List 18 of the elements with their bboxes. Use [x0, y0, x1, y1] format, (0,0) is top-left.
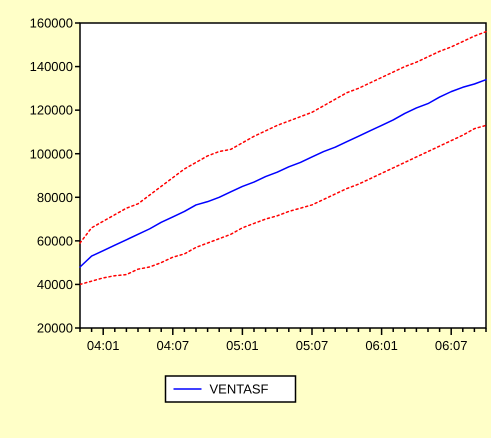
line-series	[79, 30, 487, 244]
x-tick-label: 04:01	[86, 338, 120, 353]
y-tick-label: 120000	[30, 102, 73, 118]
x-tick-label: 05:07	[296, 338, 328, 353]
line-series	[79, 124, 487, 286]
x-tick-label: 06:01	[365, 338, 398, 353]
legend-label: VENTASF	[210, 382, 269, 397]
y-tick-label: 100000	[30, 146, 73, 162]
line-series	[79, 78, 487, 268]
y-tick-label: 40000	[36, 276, 73, 292]
x-tick-label: 06:07	[434, 338, 468, 353]
y-tick-label: 60000	[36, 233, 73, 248]
y-tick-label: 140000	[30, 59, 73, 74]
x-tick-label: 05:01	[226, 338, 259, 353]
y-tick-label: 160000	[30, 16, 73, 31]
y-tick-label: 20000	[36, 320, 73, 336]
y-tick-label: 80000	[36, 190, 73, 205]
x-tick-label: 04:07	[156, 338, 190, 353]
